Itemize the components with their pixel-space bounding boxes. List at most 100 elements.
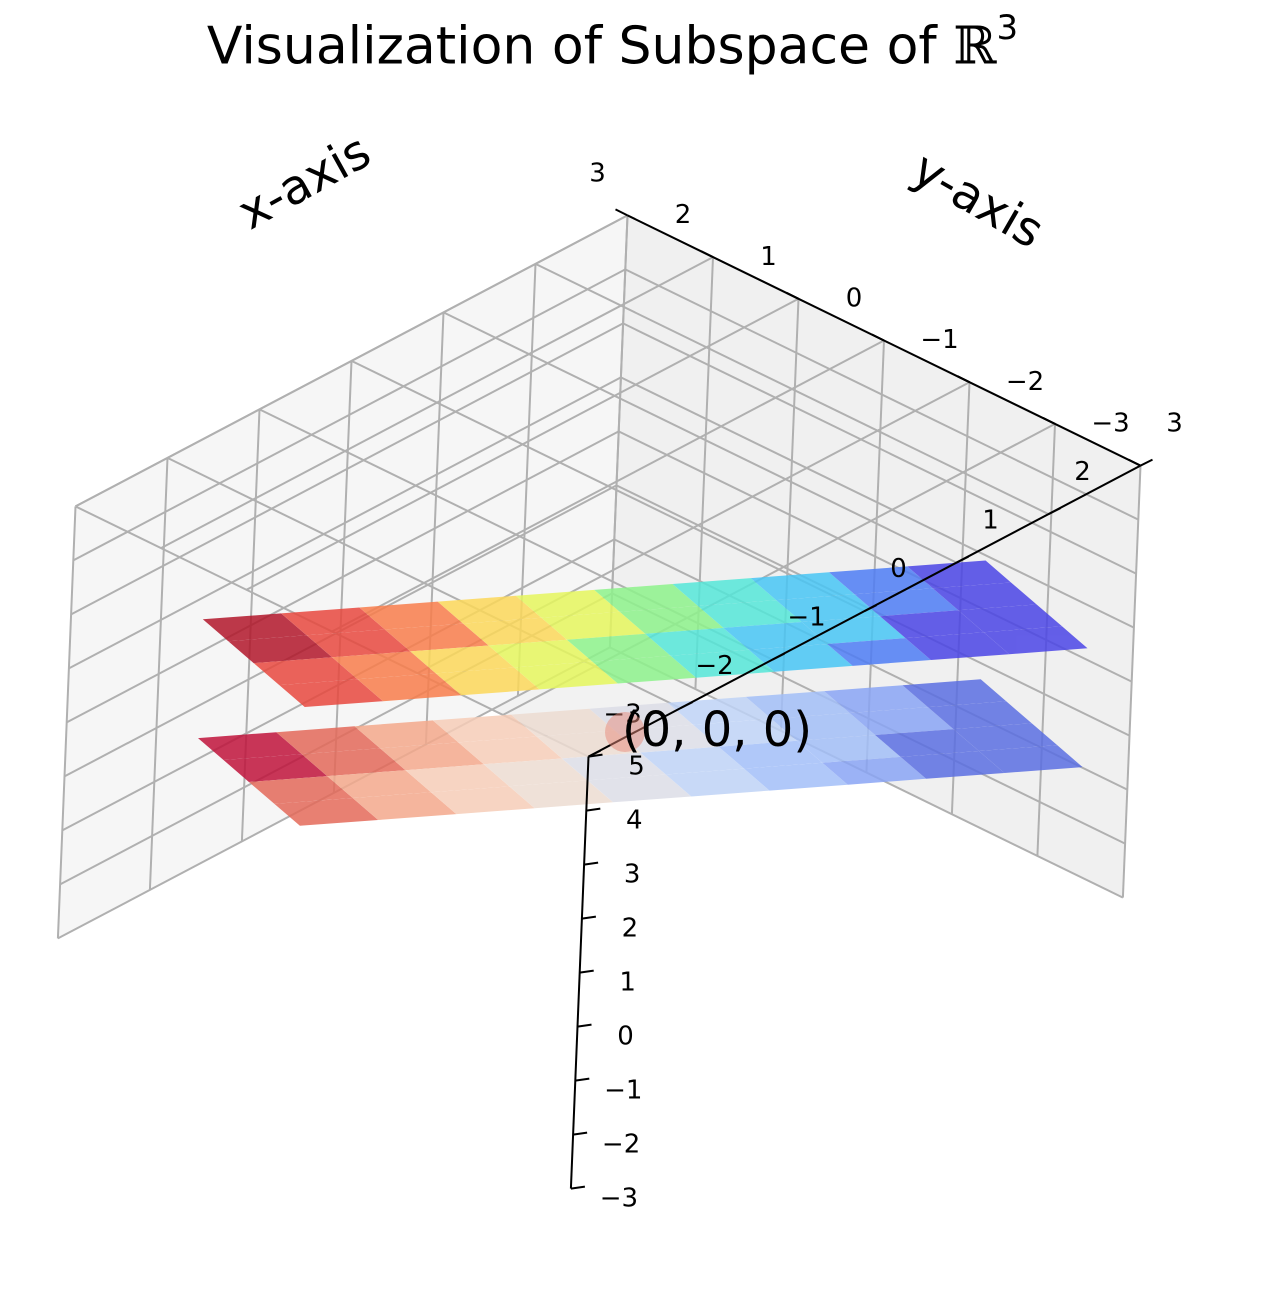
grid-line-left-z <box>68 376 622 670</box>
surface-patch <box>301 748 406 777</box>
surface-patch <box>274 798 379 826</box>
chart-title: Visualization of Subspace of ℝ3 <box>0 8 1225 77</box>
surface-patch <box>745 691 850 719</box>
x-tick-label: 3 <box>589 158 606 188</box>
surface-patch <box>829 566 933 595</box>
origin-label: (0, 0, 0) <box>622 702 812 758</box>
y-tick-label: 3 <box>1166 409 1183 439</box>
z-tick-mark <box>581 915 597 920</box>
y-tick-label: −1 <box>787 603 825 633</box>
x-axis-title: x-axis <box>229 123 380 241</box>
surface-patch <box>437 595 542 624</box>
surface-jet <box>202 560 1088 707</box>
surface-patch <box>718 740 823 769</box>
surface-patch <box>645 627 749 656</box>
surface-patch <box>279 679 383 707</box>
surface-patch <box>698 600 802 628</box>
surface-patch <box>359 601 464 630</box>
surface-patch <box>514 661 618 690</box>
grid-line-right-z <box>624 268 1139 521</box>
x-tick-mark <box>786 291 799 300</box>
surface-patch <box>776 594 880 622</box>
z-tick-label: −3 <box>600 1184 638 1214</box>
surface-patch <box>354 720 459 749</box>
z-tick-mark <box>588 753 603 758</box>
y-tick-mark <box>1048 507 1061 515</box>
chart-title-superscript: 3 <box>996 8 1019 48</box>
z-tick-mark <box>570 1185 586 1190</box>
surface-patch <box>410 645 515 674</box>
z-tick-label: −1 <box>604 1076 642 1106</box>
y-tick-label: 0 <box>890 554 907 584</box>
surface-patch <box>384 623 489 652</box>
surface-patch <box>849 707 954 735</box>
surface-patch <box>907 560 1011 589</box>
surface-patch <box>905 632 1010 660</box>
surface-patch <box>824 685 928 713</box>
surface-patch <box>380 742 484 771</box>
x-tick-mark <box>957 375 970 384</box>
surface-patch <box>352 792 457 820</box>
x-tick-label: 2 <box>675 200 692 230</box>
z-tick-label: −2 <box>602 1130 640 1160</box>
surface-patch <box>281 607 385 636</box>
surface-patch <box>667 696 772 725</box>
surface-patch <box>276 726 380 755</box>
z-tick-mark <box>577 1023 592 1028</box>
surface-patch <box>978 745 1083 773</box>
surface-patch <box>854 588 959 617</box>
surface-patch <box>463 617 567 646</box>
y-tick-label: 2 <box>1074 457 1091 487</box>
y-tick-mark <box>956 555 969 564</box>
x-tick-label: 1 <box>760 242 777 272</box>
grid-line-left-z <box>72 268 626 562</box>
x-tick-mark <box>1042 417 1056 425</box>
origin-point <box>605 712 645 752</box>
annotation-layer: (0, 0, 0) <box>605 702 812 758</box>
surface-patch <box>640 746 745 775</box>
surface-patch <box>665 768 770 797</box>
surface-patch <box>670 649 775 678</box>
z-tick-label: 0 <box>617 1022 634 1052</box>
z-tick-label: 2 <box>622 914 639 944</box>
grid-line-right-z <box>622 322 1137 575</box>
z-tick-mark <box>579 969 594 974</box>
surface-patch <box>488 639 593 668</box>
grid-line-left-z <box>75 214 628 508</box>
surface-layer <box>198 560 1088 826</box>
z-tick-label: 5 <box>628 752 645 782</box>
surface-patch <box>566 633 671 662</box>
surface-patch <box>693 718 797 747</box>
surface-patch <box>327 770 431 798</box>
y-tick-mark <box>680 701 693 709</box>
surface-coolwarm <box>198 679 1083 826</box>
z-tick-label: 3 <box>624 860 641 890</box>
grid-line-left-z <box>66 430 620 724</box>
surface-patch <box>875 729 979 757</box>
y-tick-mark <box>864 604 877 612</box>
surface-patch <box>796 735 901 763</box>
surface-patch <box>902 679 1007 708</box>
surface-patch <box>827 638 931 666</box>
chart-title-text: Visualization of Subspace of <box>206 16 954 77</box>
z-tick-mark <box>586 807 601 812</box>
y-tick-mark <box>1140 458 1153 467</box>
surface-patch <box>202 613 307 642</box>
z-tick-mark <box>583 861 599 866</box>
surface-patch <box>228 635 333 664</box>
grid-line-top-y <box>443 311 957 564</box>
surface-patch <box>198 732 302 760</box>
z-tick-mark <box>575 1077 590 1082</box>
surface-patch <box>900 751 1005 779</box>
surface-patch <box>932 582 1037 611</box>
z-tick-label: 4 <box>626 806 643 836</box>
z-tick-label: 1 <box>619 968 636 998</box>
grid-line-left-z <box>70 322 624 616</box>
surface-patch <box>248 776 353 804</box>
y-tick-label: 1 <box>982 506 999 536</box>
surface-patch <box>432 714 537 743</box>
surface-patch <box>253 657 358 686</box>
surface-patch <box>750 572 855 601</box>
grid-line-right-z <box>620 376 1135 629</box>
